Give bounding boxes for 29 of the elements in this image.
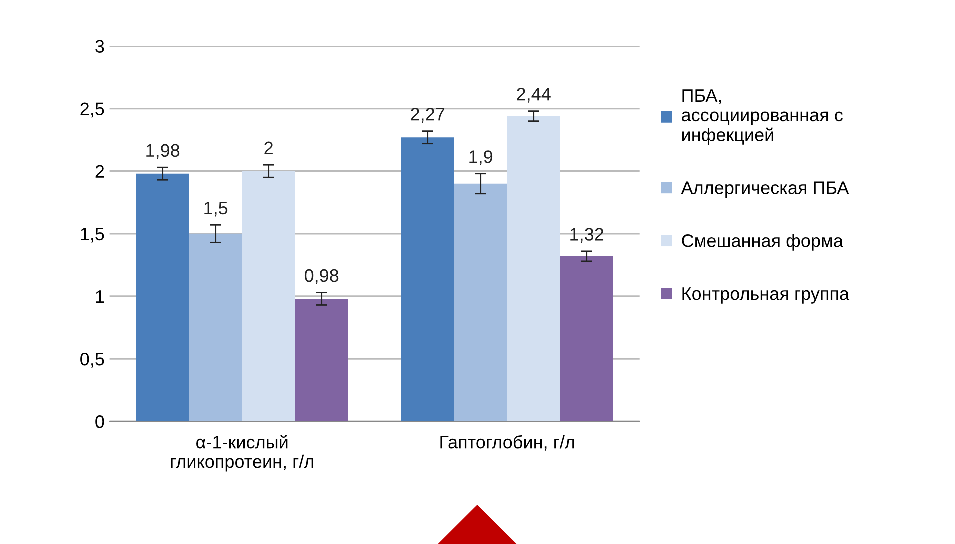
y-tick-label: 1 [96, 290, 104, 304]
data-label: 1,5 [204, 202, 228, 217]
bar [136, 174, 190, 422]
bar [507, 116, 560, 422]
data-label: 0,98 [304, 269, 339, 284]
data-label: 2,44 [517, 88, 551, 103]
x-tick-label: α-1-кислый гликопротеин, г/л [171, 435, 314, 472]
x-tick-label: Гаптоглобин, г/л [440, 435, 574, 451]
bar [295, 298, 348, 422]
y-tick-label: 3 [96, 40, 104, 53]
y-tick-label: 2 [96, 165, 104, 178]
bar [454, 184, 508, 422]
y-tick-label: 2,5 [80, 102, 104, 118]
data-label: 2,27 [411, 108, 445, 123]
data-label: 2 [264, 142, 273, 154]
data-label: 1,98 [146, 144, 180, 160]
data-label: 1,9 [470, 150, 493, 166]
y-tick-label: 0 [96, 416, 104, 428]
data-label: 1,32 [570, 228, 604, 244]
legend-label: ПБА, ассоциированная с инфекцией [682, 90, 843, 146]
y-tick-label: 1,5 [81, 228, 104, 243]
bar [242, 171, 296, 422]
y-tick-label: 0,5 [80, 352, 104, 368]
legend-label: Смешанная форма [682, 234, 844, 251]
bar [189, 234, 242, 422]
bar [560, 256, 614, 422]
bar [401, 138, 454, 422]
legend-label: Контрольная группа [682, 288, 850, 304]
legend-label: Аллергическая ПБА [681, 182, 850, 198]
